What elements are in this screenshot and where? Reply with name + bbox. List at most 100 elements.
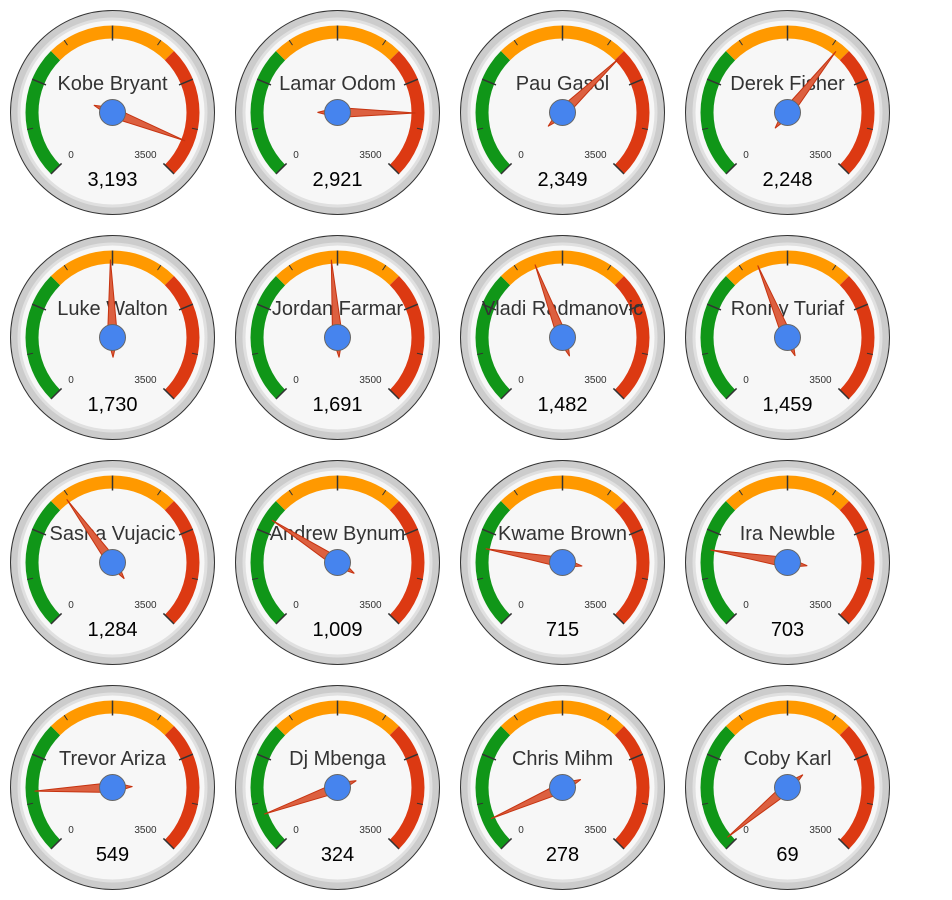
- gauge-major-tick: [275, 387, 288, 400]
- gauge-minor-tick: [641, 127, 648, 130]
- gauge-max-label: 3500: [359, 825, 382, 836]
- gauge-band: [25, 726, 61, 850]
- gauge-major-tick: [628, 753, 644, 761]
- gauge-band: [275, 475, 399, 511]
- gauge-hub: [549, 99, 576, 126]
- gauge-name-label: Dj Mbenga: [289, 748, 387, 770]
- gauge-band: [839, 50, 875, 175]
- gauge: 0 3500 Dj Mbenga 324: [225, 675, 450, 900]
- gauge-minor-tick: [27, 352, 34, 355]
- gauge-band: [164, 500, 200, 625]
- gauge-svg: 0 3500 Sasha Vujacic 1,284: [10, 460, 215, 665]
- gauge-min-label: 0: [743, 150, 749, 161]
- gauge-minor-tick: [288, 264, 293, 271]
- gauge-minor-tick: [27, 577, 34, 580]
- gauge-major-tick: [31, 303, 47, 311]
- gauge-major-tick: [628, 528, 644, 536]
- gauge-band: [475, 726, 511, 850]
- gauge: 0 3500 Derek Fisher 2,248: [675, 0, 900, 225]
- gauge-major-tick: [387, 612, 400, 625]
- gauge-minor-tick: [288, 714, 293, 721]
- gauge: 0 3500 Luke Walton 1,730: [0, 225, 225, 450]
- gauge-band: [500, 700, 624, 736]
- gauge-major-tick: [837, 387, 850, 400]
- gauge-major-tick: [162, 612, 175, 625]
- gauge-band: [500, 475, 624, 511]
- gauge-name-label: Chris Mihm: [512, 748, 613, 770]
- gauge-major-tick: [500, 162, 513, 175]
- gauge-hub: [324, 774, 351, 801]
- gauge-name-label: Sasha Vujacic: [50, 523, 176, 545]
- gauge-hub: [99, 99, 126, 126]
- gauge-name-label: Ira Newble: [740, 523, 836, 545]
- gauge-minor-tick: [252, 352, 259, 355]
- gauge-min-label: 0: [68, 600, 74, 611]
- gauge-minor-tick: [416, 802, 423, 805]
- gauge-major-tick: [853, 303, 869, 311]
- gauge-svg: 0 3500 Dj Mbenga 324: [235, 685, 440, 890]
- gauge-band: [700, 51, 736, 175]
- gauge-band: [614, 275, 650, 400]
- gauge-minor-tick: [477, 802, 484, 805]
- gauge-minor-tick: [477, 352, 484, 355]
- gauge-major-tick: [481, 303, 497, 311]
- gauge-value-label: 278: [546, 844, 579, 866]
- gauge-hub: [324, 324, 351, 351]
- gauge-minor-tick: [607, 714, 612, 721]
- gauge-major-tick: [387, 162, 400, 175]
- gauge-hub: [549, 549, 576, 576]
- gauge-band: [25, 51, 61, 175]
- gauge-name-label: Kwame Brown: [498, 523, 627, 545]
- gauge-major-tick: [403, 753, 419, 761]
- gauge-minor-tick: [63, 264, 68, 271]
- gauge: 0 3500 Chris Mihm 278: [450, 675, 675, 900]
- gauge-major-tick: [31, 78, 47, 86]
- gauge-band: [700, 726, 736, 850]
- gauge-minor-tick: [513, 39, 518, 46]
- gauge-minor-tick: [252, 127, 259, 130]
- gauge-band: [839, 500, 875, 625]
- gauge-min-label: 0: [293, 825, 299, 836]
- gauge-max-label: 3500: [134, 375, 157, 386]
- gauge-name-label: Lamar Odom: [279, 73, 396, 95]
- gauge-value-label: 1,482: [537, 394, 587, 416]
- gauge-minor-tick: [416, 352, 423, 355]
- gauge-band: [475, 501, 511, 625]
- gauge-svg: 0 3500 Kobe Bryant 3,193: [10, 10, 215, 215]
- gauge-min-label: 0: [68, 375, 74, 386]
- gauge-major-tick: [628, 303, 644, 311]
- gauge-value-label: 69: [776, 844, 798, 866]
- gauge-min-label: 0: [743, 825, 749, 836]
- gauge: 0 3500 Coby Karl 69: [675, 675, 900, 900]
- gauge-minor-tick: [832, 39, 837, 46]
- gauge-name-label: Trevor Ariza: [59, 748, 167, 770]
- gauge-major-tick: [31, 528, 47, 536]
- gauge-band: [389, 50, 425, 175]
- gauge-max-label: 3500: [584, 600, 607, 611]
- gauge-major-tick: [403, 78, 419, 86]
- gauge-major-tick: [481, 528, 497, 536]
- gauge-value-label: 1,691: [312, 394, 362, 416]
- gauge-hub: [324, 549, 351, 576]
- gauge-minor-tick: [607, 489, 612, 496]
- gauge-min-label: 0: [518, 825, 524, 836]
- gauge-major-tick: [387, 837, 400, 850]
- gauge-major-tick: [275, 612, 288, 625]
- gauge-value-label: 2,921: [312, 169, 362, 191]
- gauge-minor-tick: [738, 489, 743, 496]
- gauge-major-tick: [706, 303, 722, 311]
- gauge: 0 3500 Ronny Turiaf 1,459: [675, 225, 900, 450]
- gauge-min-label: 0: [68, 825, 74, 836]
- gauge-major-tick: [403, 303, 419, 311]
- gauge-major-tick: [706, 528, 722, 536]
- gauge-band: [700, 501, 736, 625]
- gauge-major-tick: [725, 162, 738, 175]
- gauge-band: [275, 25, 399, 61]
- gauge-minor-tick: [63, 714, 68, 721]
- gauge-name-label: Coby Karl: [744, 748, 832, 770]
- gauge-min-label: 0: [518, 375, 524, 386]
- gauge-minor-tick: [63, 489, 68, 496]
- gauge-major-tick: [628, 78, 644, 86]
- gauge-minor-tick: [191, 802, 198, 805]
